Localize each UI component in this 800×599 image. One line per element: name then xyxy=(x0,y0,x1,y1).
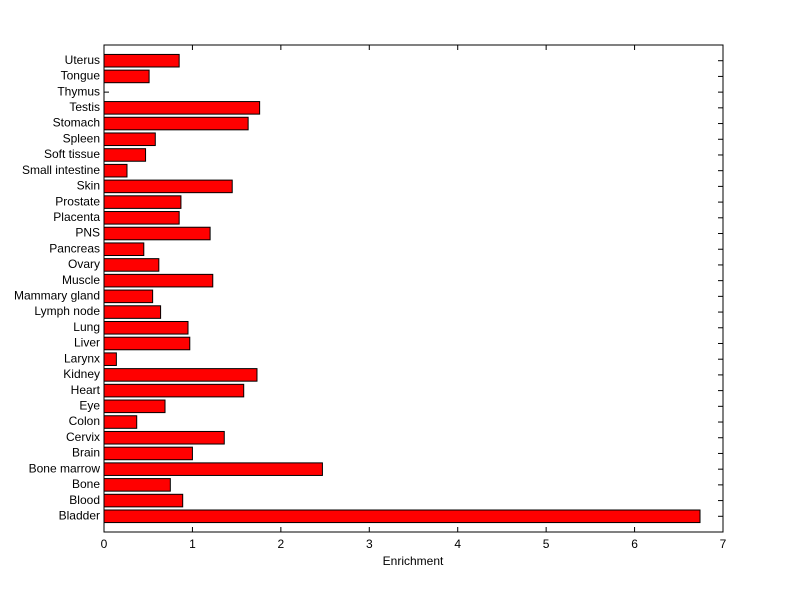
y-tick-label: Soft tissue xyxy=(44,147,100,161)
x-tick-label: 3 xyxy=(366,537,373,551)
bar xyxy=(103,226,211,241)
bar xyxy=(103,273,214,288)
y-tick-label: Bone marrow xyxy=(29,461,101,475)
y-tick-label: Blood xyxy=(69,493,100,507)
bar xyxy=(103,368,258,382)
x-tick-label: 5 xyxy=(543,537,550,551)
bar xyxy=(103,478,171,492)
y-tick-label: Liver xyxy=(74,336,100,350)
y-tick-label: Brain xyxy=(72,446,100,460)
bar xyxy=(103,179,233,194)
x-tick-label: 7 xyxy=(720,537,727,551)
y-tick-label: Heart xyxy=(71,383,101,397)
bar xyxy=(103,148,147,162)
bar xyxy=(103,509,701,524)
bar xyxy=(103,305,162,319)
bar xyxy=(103,69,150,84)
y-tick-label: Small intestine xyxy=(22,163,100,177)
bar xyxy=(103,258,160,272)
y-tick-label: Pancreas xyxy=(49,241,100,255)
x-tick-label: 2 xyxy=(278,537,285,551)
y-tick-label: Prostate xyxy=(55,194,100,208)
x-tick-label: 0 xyxy=(101,537,108,551)
bar xyxy=(103,430,225,445)
y-tick-label: Cervix xyxy=(66,430,100,444)
y-tick-label: Larynx xyxy=(64,351,100,365)
x-tick-label: 6 xyxy=(631,537,638,551)
y-tick-label: Bone xyxy=(72,477,100,491)
y-tick-label: Kidney xyxy=(63,367,100,381)
bar xyxy=(103,493,184,508)
bar xyxy=(103,101,261,115)
bar xyxy=(103,383,245,398)
x-tick-label: 4 xyxy=(454,537,461,551)
y-tick-label: Ovary xyxy=(68,257,100,271)
y-tick-label: Eye xyxy=(79,398,100,412)
y-tick-label: Testis xyxy=(69,100,100,114)
bar xyxy=(103,242,145,257)
bar xyxy=(103,352,117,366)
bar xyxy=(103,415,138,429)
y-tick-label: Spleen xyxy=(63,131,100,145)
bar xyxy=(103,163,128,178)
bar xyxy=(103,195,182,209)
y-tick-label: Placenta xyxy=(53,210,100,224)
y-tick-label: Skin xyxy=(77,179,100,193)
x-axis-label: Enrichment xyxy=(383,554,444,568)
y-tick-label: Bladder xyxy=(59,508,100,522)
bar xyxy=(103,446,193,461)
y-tick-label: Muscle xyxy=(62,273,100,287)
y-tick-label: PNS xyxy=(75,226,100,240)
bar xyxy=(103,132,156,147)
bar xyxy=(103,289,154,304)
y-tick-label: Uterus xyxy=(65,53,100,67)
bar xyxy=(103,336,191,351)
y-tick-label: Colon xyxy=(69,414,100,428)
bar xyxy=(103,462,323,476)
bar xyxy=(103,399,166,414)
bar xyxy=(103,320,189,335)
bar xyxy=(103,53,180,68)
y-tick-label: Tongue xyxy=(61,69,101,83)
bar xyxy=(103,211,180,225)
y-tick-label: Mammary gland xyxy=(14,289,100,303)
y-tick-label: Thymus xyxy=(57,84,100,98)
y-tick-label: Lymph node xyxy=(34,304,100,318)
y-tick-label: Lung xyxy=(73,320,100,334)
y-tick-label: Stomach xyxy=(53,116,100,130)
bar xyxy=(103,116,249,131)
x-tick-label: 1 xyxy=(189,537,196,551)
